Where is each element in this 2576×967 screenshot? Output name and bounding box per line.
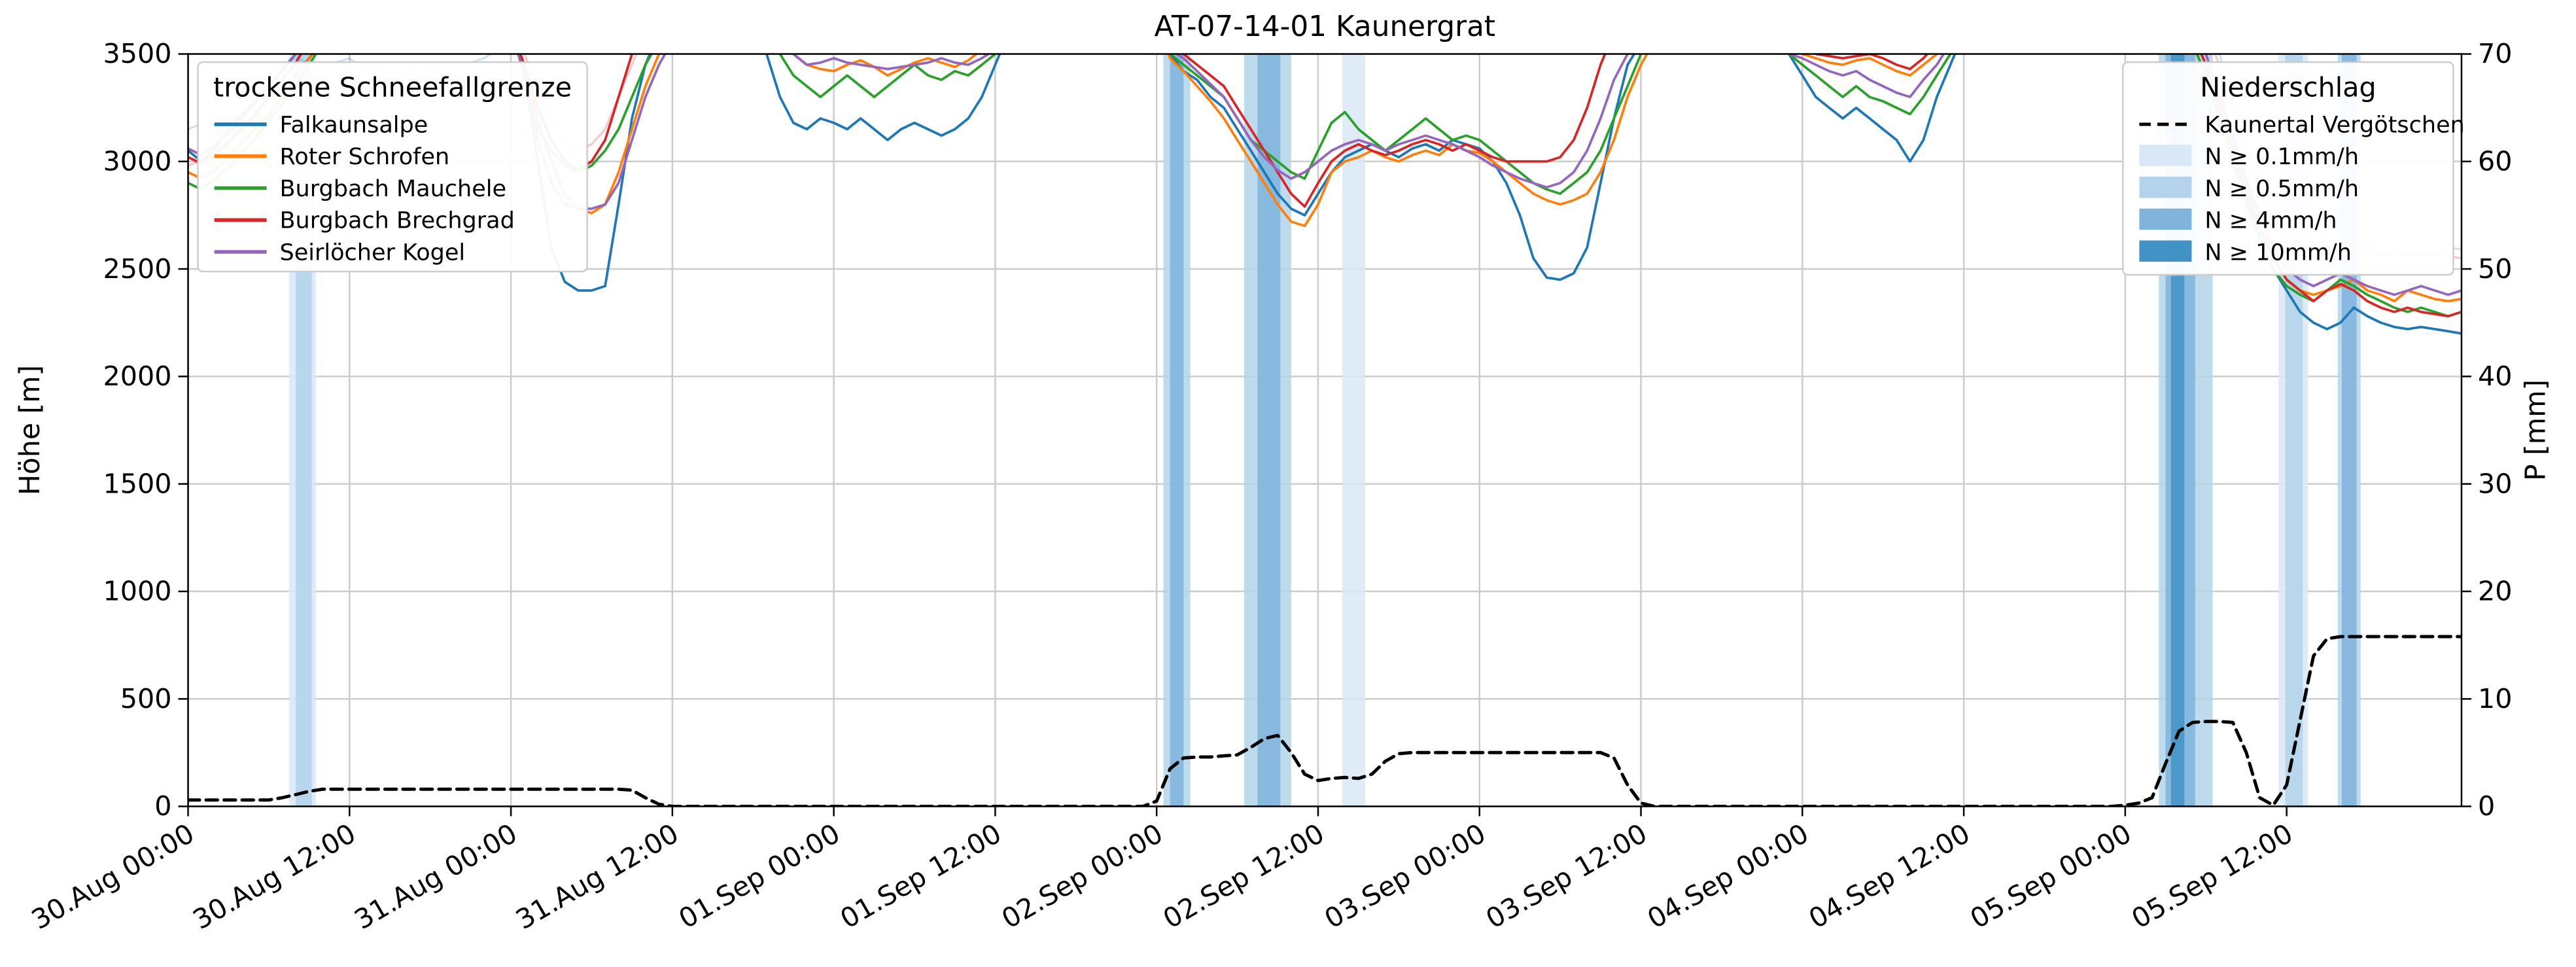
left-tick-label: 500 <box>120 683 172 714</box>
precip-band-0.1 <box>1342 54 1365 807</box>
legend-precip: Niederschlag Kaunertal Vergötschen N ≥ 0.1… <box>2122 61 2465 276</box>
right-tick-label: 70 <box>2478 38 2513 69</box>
legend-label: Burgbach Mauchele <box>280 176 506 202</box>
legend-label: N ≥ 4mm/h <box>2204 208 2337 234</box>
right-tick-label: 40 <box>2478 360 2513 392</box>
right-tick-label: 20 <box>2478 576 2513 607</box>
legend-precip-frame <box>2122 61 2454 276</box>
right-tick-label: 10 <box>2478 683 2513 714</box>
legend-label: Falkaunsalpe <box>280 113 428 139</box>
legend-swatch-2 <box>2139 177 2192 198</box>
legend-swatch-1 <box>2139 145 2192 166</box>
right-tick-label: 30 <box>2478 468 2513 499</box>
tick-marks <box>178 53 2471 817</box>
legend-label: Roter Schrofen <box>280 144 450 170</box>
left-tick-label: 2000 <box>103 360 172 392</box>
legend-label: N ≥ 0.5mm/h <box>2204 176 2359 202</box>
legend-swatch-3 <box>2139 208 2192 230</box>
legend-label: Burgbach Brechgrad <box>280 208 515 234</box>
left-tick-label: 2500 <box>103 253 172 285</box>
legend-swatch-4 <box>2139 240 2192 262</box>
left-axis-label: Höhe [m] <box>14 365 46 495</box>
series-burgbach-mauchele <box>188 54 2462 318</box>
legend-label: Seirlöcher Kogel <box>280 240 466 266</box>
left-tick-label: 3500 <box>103 38 172 69</box>
series-roter-schrofen <box>188 54 2462 303</box>
legend-snowline: trockene Schneefallgrenze Falkaunsalpe Rot… <box>197 61 588 273</box>
series-seirl-cher-kogel <box>188 54 2462 296</box>
left-tick-label: 1500 <box>103 468 172 499</box>
legend-snowline-frame <box>197 61 588 273</box>
legend-label: N ≥ 10mm/h <box>2204 240 2351 266</box>
left-tick-label: 1000 <box>103 576 172 607</box>
legend-precip-title: Niederschlag <box>2200 72 2376 103</box>
precip-band-4 <box>1170 54 1184 807</box>
series-kaunertal-verg-tschen <box>188 635 2462 807</box>
left-tick-label: 3000 <box>103 146 172 177</box>
right-axis-label: P [mm] <box>2520 379 2552 481</box>
legend-label: Kaunertal Vergötschen <box>2204 113 2464 139</box>
left-tick-label: 0 <box>154 790 171 822</box>
right-tick-label: 60 <box>2478 146 2513 177</box>
right-tick-label: 50 <box>2478 253 2513 285</box>
legend-label: N ≥ 0.1mm/h <box>2204 144 2359 170</box>
chart-title: AT-07-14-01 Kaunergrat <box>1154 10 1495 43</box>
right-tick-label: 0 <box>2478 790 2495 822</box>
plot-border <box>187 53 2463 807</box>
legend-snowline-title: trockene Schneefallgrenze <box>213 72 572 103</box>
